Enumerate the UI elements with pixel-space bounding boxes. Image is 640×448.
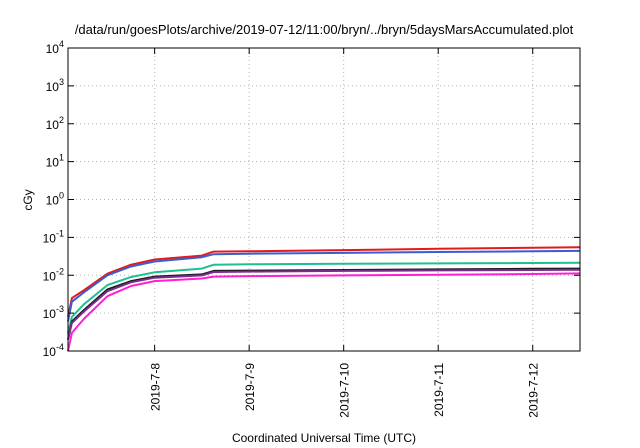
x-tick-label: 2019-7-8	[149, 363, 163, 411]
series-lines	[67, 246, 581, 352]
x-tick-label: 2019-7-11	[432, 363, 446, 417]
x-tick-label: 2019-7-9	[243, 363, 257, 411]
series-line	[67, 246, 581, 318]
series-line	[67, 268, 581, 340]
chart-title: /data/run/goesPlots/archive/2019-07-12/1…	[75, 22, 574, 37]
y-tick-label: 103	[46, 77, 64, 94]
x-tick-labels: 2019-7-8 2019-7-9 2019-7-10 2019-7-11 2019-7…	[149, 363, 541, 418]
y-tick-labels: 10-4 10-3 10-2 10-1 100 101 102 103 104	[43, 39, 64, 359]
x-tick-label: 2019-7-12	[527, 363, 541, 418]
x-axis-label: Coordinated Universal Time (UTC)	[232, 431, 416, 445]
y-tick-label: 10-1	[43, 228, 64, 245]
x-tick-label: 2019-7-10	[338, 363, 352, 418]
series-line	[67, 249, 581, 322]
y-tick-label: 100	[46, 191, 64, 208]
y-tick-label: 10-2	[43, 266, 64, 283]
y-tick-label: 10-3	[43, 304, 64, 321]
series-line	[67, 272, 581, 352]
series-line	[67, 261, 581, 334]
y-axis-label: cGy	[21, 189, 35, 210]
y-tick-label: 101	[46, 153, 64, 170]
tick-marks	[68, 47, 580, 352]
y-tick-label: 104	[46, 39, 64, 56]
y-tick-label: 10-4	[43, 342, 64, 359]
y-tick-label: 102	[46, 115, 64, 132]
